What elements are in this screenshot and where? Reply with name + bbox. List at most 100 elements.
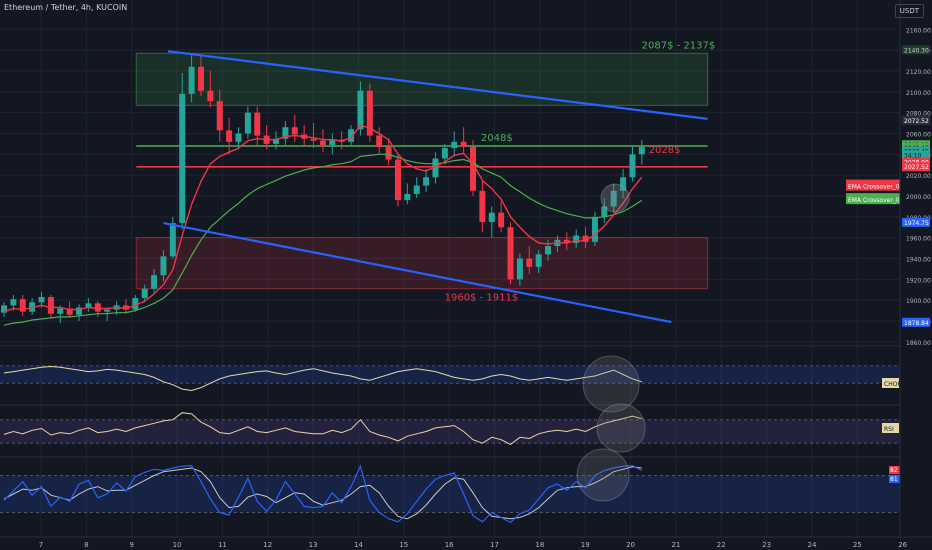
- candle: [85, 303, 92, 308]
- candle: [122, 305, 129, 310]
- ema-lines: [3, 124, 643, 326]
- price-tick: 1940.00: [906, 257, 931, 264]
- time-tick: 16: [445, 541, 454, 549]
- candle: [132, 298, 139, 310]
- price-badge: 2072.52: [904, 118, 929, 125]
- price-badge: 2140.30: [904, 47, 929, 54]
- time-axis[interactable]: 7 8 9 10 11 12 13 14 15 16 17 18 19 20 21 22 23 24 25 26: [0, 536, 932, 549]
- candle: [470, 147, 476, 191]
- time-tick: 24: [807, 541, 816, 549]
- candle: [460, 141, 467, 148]
- candles[interactable]: [1, 54, 645, 324]
- level-label-2048: 2048$: [481, 133, 513, 144]
- candle: [479, 190, 486, 223]
- candle: [19, 299, 26, 312]
- candle: [507, 227, 514, 280]
- price-tick: 2100.00: [906, 90, 931, 97]
- chop-line: [3, 365, 642, 392]
- time-tick: 17: [490, 541, 499, 549]
- rsi-label: RSI: [884, 426, 894, 433]
- chop-label: CHOP: [884, 381, 901, 388]
- time-tick: 26: [898, 541, 907, 549]
- time-tick: 15: [399, 541, 408, 549]
- candle: [10, 299, 17, 306]
- zones: [135, 52, 709, 290]
- price-tick: 2080.00: [906, 111, 931, 118]
- price-axis-bg: [900, 0, 932, 550]
- highlight-circle: [596, 403, 646, 453]
- candle: [348, 129, 355, 142]
- price-tick: 2000.00: [906, 194, 931, 201]
- symbol-title[interactable]: Ethereum / Tether, 4h, KUCOIN: [4, 3, 128, 12]
- stoch-k-label: 82: [890, 467, 898, 474]
- ema-fast-line: [3, 124, 643, 313]
- time-tick: 22: [717, 541, 726, 549]
- candle: [357, 90, 364, 130]
- ema-label-bg: [846, 179, 900, 191]
- candle: [104, 309, 111, 312]
- candle: [394, 159, 401, 201]
- highlight-circle: [600, 183, 630, 213]
- candle: [610, 190, 617, 207]
- candle: [535, 254, 542, 267]
- channel-lines[interactable]: [163, 50, 708, 324]
- annotations: 2087$ - 2137$ 1960$ - 1911$ 2048$ 2028$ EMA …: [445, 40, 904, 303]
- price-badge: 1974.75: [904, 220, 929, 227]
- candle: [76, 307, 83, 315]
- price-badge: 1878.84: [904, 320, 929, 327]
- candle: [1, 305, 7, 313]
- candle: [235, 133, 242, 142]
- zone-label-resistance: 2087$ - 2137$: [642, 40, 716, 51]
- stoch-k-label-bg: [889, 466, 900, 474]
- oscillators: CHOP RSI 82 81: [0, 345, 901, 524]
- rsi-band: [0, 419, 900, 444]
- time-tick: 20: [626, 541, 635, 549]
- candle: [319, 140, 326, 145]
- rsi-line: [3, 412, 642, 445]
- levels: [136, 145, 708, 168]
- candle: [629, 154, 636, 178]
- price-badge: 34:10: [904, 153, 921, 160]
- candle: [366, 90, 373, 136]
- price-badge-bg: [902, 217, 930, 227]
- candle: [226, 130, 233, 142]
- candle: [498, 212, 505, 228]
- candle: [516, 258, 523, 280]
- price-tick: 1960.00: [906, 236, 931, 243]
- stoch-d-label: 81: [890, 476, 898, 483]
- price-badge-bg: [902, 115, 930, 125]
- candle: [310, 138, 317, 141]
- candle: [329, 139, 336, 145]
- candle: [423, 177, 430, 186]
- candle: [404, 193, 411, 201]
- time-tick: 14: [354, 541, 363, 549]
- candle: [291, 127, 298, 135]
- stoch-d-label-bg: [889, 475, 900, 483]
- channel-line: [163, 222, 672, 324]
- candle: [197, 66, 204, 91]
- price-badge: 2027.52: [904, 164, 929, 171]
- chop-band: [0, 365, 900, 384]
- candle: [282, 127, 289, 139]
- price-tick: 2060.00: [906, 131, 931, 138]
- candle: [254, 112, 261, 136]
- currency-button[interactable]: USDT: [894, 4, 924, 18]
- candle: [385, 147, 392, 160]
- time-tick: 19: [581, 541, 590, 549]
- zone-label-support: 1960$ - 1911$: [445, 293, 519, 304]
- time-tick: 10: [173, 541, 182, 549]
- time-tick: 7: [39, 541, 43, 549]
- price-badge-bg: [902, 45, 930, 55]
- candle: [441, 148, 448, 159]
- candle: [57, 308, 64, 314]
- candle: [151, 275, 158, 289]
- time-tick: 13: [309, 541, 318, 549]
- time-tick: 21: [671, 541, 680, 549]
- candle: [413, 185, 420, 194]
- candle: [620, 177, 627, 191]
- price-tick: 1860.00: [906, 340, 931, 347]
- zone-support: [135, 237, 709, 290]
- price-axis[interactable]: 80.0060.0040.0020.0075.0050.0025.00100.0…: [899, 0, 932, 550]
- level-label-2028: 2028$: [649, 145, 681, 156]
